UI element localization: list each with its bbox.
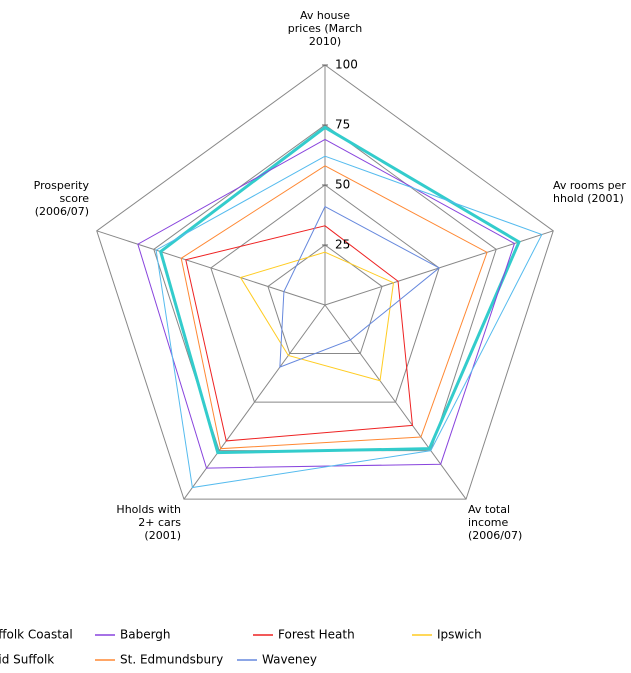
- legend-label: St. Edmundsbury: [120, 653, 223, 667]
- series-line: [137, 138, 516, 469]
- spoke: [183, 304, 326, 500]
- legend-label: Waveney: [262, 653, 317, 667]
- grid-ring: [210, 184, 440, 403]
- tick-label: 100: [335, 58, 358, 72]
- series-line: [180, 165, 488, 450]
- legend-label: Mid Suffolk: [0, 653, 54, 667]
- series-line: [158, 125, 521, 455]
- legend-label: Babergh: [120, 628, 171, 642]
- grid-ring: [267, 244, 383, 355]
- spoke: [96, 230, 326, 306]
- legend-label: Suffolk Coastal: [0, 628, 73, 642]
- series-line: [279, 205, 441, 368]
- legend-label: Ipswich: [437, 628, 482, 642]
- grid-ring: [96, 64, 554, 500]
- category-label: Av total income (2006/07): [468, 503, 523, 542]
- tick-label: 75: [335, 118, 350, 132]
- spoke: [324, 304, 467, 500]
- category-label: Av house prices (March 2010): [287, 9, 363, 48]
- tick-label: 50: [335, 178, 350, 192]
- category-label: Hholds with 2+ cars (2001): [116, 503, 181, 542]
- category-label: Av rooms per hhold (2001): [553, 179, 626, 205]
- category-label: Prosperity score (2006/07): [33, 179, 89, 218]
- series-line: [155, 155, 543, 489]
- series-line: [239, 251, 395, 382]
- legend-label: Forest Heath: [278, 628, 355, 642]
- tick-label: 25: [335, 238, 350, 252]
- series-line: [185, 225, 414, 442]
